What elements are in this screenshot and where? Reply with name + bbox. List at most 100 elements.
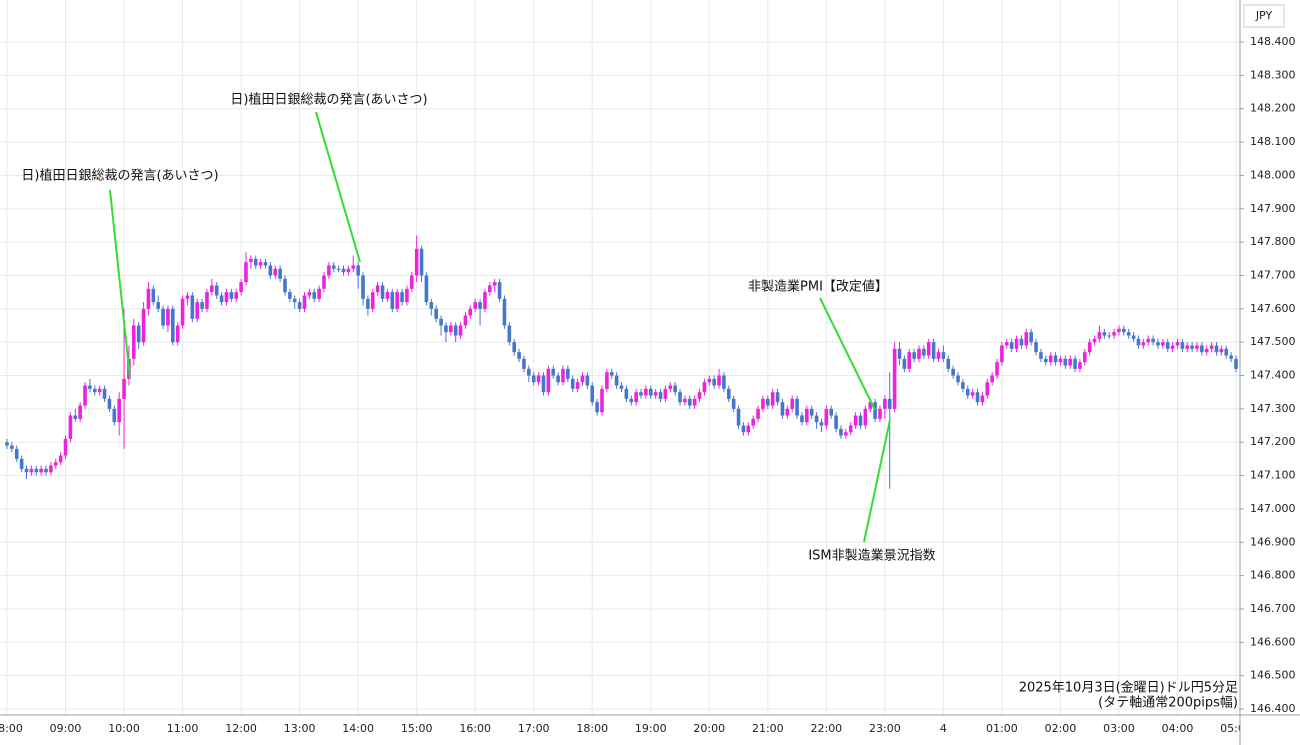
candle-body bbox=[356, 265, 360, 276]
candle-body bbox=[1087, 342, 1092, 353]
x-tick-label: 17:00 bbox=[518, 722, 550, 735]
candle-body bbox=[766, 398, 770, 406]
candle-body bbox=[731, 398, 736, 409]
candle-body bbox=[1151, 338, 1155, 343]
candle-body bbox=[741, 425, 746, 433]
candle-body bbox=[171, 308, 175, 343]
candle-body bbox=[83, 385, 87, 406]
candle-body bbox=[1107, 335, 1112, 337]
candle-body bbox=[185, 295, 190, 299]
candle-body bbox=[990, 375, 994, 383]
y-tick-label: 146.500 bbox=[1250, 669, 1296, 682]
candle-body bbox=[122, 378, 126, 399]
candle-body bbox=[468, 308, 473, 316]
candle-body bbox=[970, 392, 975, 396]
candle-body bbox=[53, 462, 58, 466]
candle-body bbox=[92, 388, 97, 393]
candle-body bbox=[439, 318, 443, 326]
candle-body bbox=[1014, 338, 1019, 349]
candle-body bbox=[965, 388, 970, 396]
candle-body bbox=[1190, 345, 1194, 349]
candle-body bbox=[141, 308, 146, 343]
candle-body bbox=[785, 408, 790, 416]
candle-body bbox=[1204, 348, 1209, 353]
candle-body bbox=[931, 342, 936, 359]
candle-body bbox=[824, 408, 829, 426]
candle-body bbox=[49, 465, 53, 473]
candle-body bbox=[366, 298, 370, 309]
candle-body bbox=[668, 385, 673, 389]
candle-body bbox=[883, 398, 887, 409]
candle-body bbox=[1044, 358, 1048, 363]
candle-body bbox=[892, 348, 897, 409]
candle-body bbox=[1219, 348, 1224, 353]
candle-body bbox=[390, 292, 395, 309]
candle-body bbox=[624, 388, 629, 399]
y-tick-label: 146.800 bbox=[1250, 569, 1296, 582]
candle-body bbox=[800, 415, 804, 423]
candle-body bbox=[1009, 342, 1014, 349]
currency-label: JPY bbox=[1255, 9, 1273, 22]
x-tick-label: 15:00 bbox=[401, 722, 433, 735]
x-tick-label: 10:00 bbox=[108, 722, 140, 735]
candle-body bbox=[1214, 345, 1219, 353]
candle-body bbox=[78, 405, 82, 419]
candle-body bbox=[156, 302, 160, 309]
candle-body bbox=[678, 392, 682, 403]
y-tick-label: 148.400 bbox=[1250, 35, 1296, 48]
candle-body bbox=[814, 415, 819, 423]
candle-body bbox=[351, 265, 356, 269]
candle-body bbox=[1004, 342, 1009, 346]
candle-body bbox=[770, 392, 775, 406]
candle-body bbox=[541, 375, 546, 393]
y-tick-label: 148.100 bbox=[1250, 135, 1296, 148]
y-tick-label: 147.800 bbox=[1250, 235, 1296, 248]
candle-body bbox=[595, 402, 599, 413]
candle-body bbox=[512, 342, 517, 353]
candle-body bbox=[1083, 352, 1087, 363]
candle-body bbox=[1141, 342, 1146, 346]
y-tick-label: 147.100 bbox=[1250, 469, 1296, 482]
candle-body bbox=[380, 285, 385, 299]
candle-body bbox=[1039, 352, 1043, 359]
candle-body bbox=[536, 375, 541, 383]
candle-body bbox=[980, 395, 985, 403]
candle-body bbox=[941, 352, 946, 359]
candle-body bbox=[229, 292, 234, 299]
candle-body bbox=[839, 428, 843, 436]
candle-body bbox=[683, 398, 687, 403]
candle-body bbox=[1156, 342, 1160, 346]
candle-body bbox=[556, 375, 560, 383]
candle-body bbox=[1161, 342, 1165, 346]
annotation-text: 日)植田日銀総裁の発言(あいさつ) bbox=[230, 92, 427, 108]
x-tick-label: 09:00 bbox=[50, 722, 82, 735]
candle-body bbox=[385, 292, 390, 299]
candle-body bbox=[263, 262, 268, 266]
candle-body bbox=[24, 468, 29, 473]
candle-body bbox=[1073, 358, 1077, 369]
candle-body bbox=[1024, 332, 1029, 346]
candle-body bbox=[692, 398, 697, 406]
candle-body bbox=[673, 385, 677, 393]
candle-body bbox=[619, 385, 624, 389]
candle-body bbox=[522, 358, 526, 369]
candle-body bbox=[68, 415, 73, 439]
candle-body bbox=[1092, 338, 1097, 343]
candle-body bbox=[663, 388, 668, 399]
candle-body bbox=[585, 375, 590, 386]
y-tick-label: 147.600 bbox=[1250, 302, 1296, 315]
candle-body bbox=[400, 292, 404, 303]
candle-body bbox=[307, 292, 312, 296]
annotation-line bbox=[863, 419, 891, 543]
candle-body bbox=[249, 258, 253, 263]
candle-body bbox=[917, 348, 921, 359]
candle-body bbox=[712, 378, 716, 386]
candle-body bbox=[926, 342, 931, 356]
candle-body bbox=[956, 375, 960, 383]
candle-body bbox=[1117, 328, 1121, 333]
candle-body bbox=[166, 308, 170, 326]
candle-body bbox=[14, 448, 19, 459]
y-tick-label: 146.700 bbox=[1250, 602, 1296, 615]
y-tick-label: 148.300 bbox=[1250, 68, 1296, 81]
candle-body bbox=[902, 358, 907, 369]
